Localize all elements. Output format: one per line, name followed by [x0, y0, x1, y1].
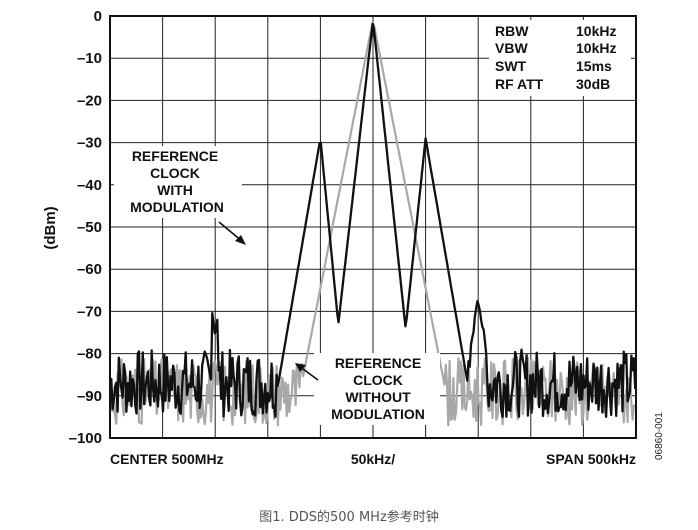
annotation-without-modulation: REFERENCE CLOCK WITHOUT MODULATION	[295, 353, 440, 425]
y-tick-label: 0	[94, 8, 102, 25]
y-tick-label: –20	[77, 92, 102, 109]
figure-caption: 图1. DDS的500 MHz参考时钟	[259, 510, 439, 525]
annotation-line: CLOCK	[150, 165, 200, 181]
x-left-label: CENTER 500MHz	[110, 451, 224, 467]
annotation-with-modulation: REFERENCE CLOCK WITH MODULATION	[114, 146, 246, 245]
annotation-line: CLOCK	[353, 372, 403, 388]
setting-label: RBW	[495, 23, 529, 39]
y-tick-label: –90	[77, 388, 102, 405]
setting-label: VBW	[495, 40, 528, 56]
setting-value: 10kHz	[576, 23, 616, 39]
y-tick-label: –80	[77, 346, 102, 363]
y-tick-label: –50	[77, 219, 102, 236]
annotation-line: MODULATION	[130, 199, 224, 215]
setting-value: 30dB	[576, 76, 610, 92]
y-tick-label: –30	[77, 135, 102, 152]
annotation-line: REFERENCE	[335, 355, 421, 371]
setting-value: 10kHz	[576, 40, 616, 56]
series-without-modulation	[108, 21, 636, 427]
y-tick-label: –60	[77, 261, 102, 278]
y-tick-label: –100	[69, 430, 102, 447]
annotation-line: REFERENCE	[132, 148, 218, 164]
x-center-label: 50kHz/	[351, 451, 395, 467]
y-axis-label: (dBm)	[42, 206, 59, 249]
y-tick-labels: 0 –10 –20 –30 –40 –50 –60 –70 –80 –90 –100	[69, 8, 102, 447]
y-tick-label: –70	[77, 303, 102, 320]
arrow-head-icon	[295, 363, 306, 372]
x-right-label: SPAN 500kHz	[546, 451, 636, 467]
annotation-line: WITHOUT	[345, 389, 411, 405]
plot-frame	[109, 15, 637, 439]
arrow-head-icon	[235, 235, 246, 245]
y-tick-label: –40	[77, 177, 102, 194]
series-with-modulation	[108, 22, 637, 419]
y-tick-label: –10	[77, 50, 102, 67]
setting-label: RF ATT	[495, 76, 544, 92]
figure-id: 06860-001	[654, 412, 665, 460]
annotation-line: MODULATION	[331, 406, 425, 422]
setting-value: 15ms	[576, 58, 612, 74]
settings-box: RBW 10kHz VBW 10kHz SWT 15ms RF ATT 30dB	[489, 20, 631, 96]
setting-label: SWT	[495, 58, 527, 74]
annotation-line: WITH	[157, 182, 193, 198]
spectrum-chart: 0 –10 –20 –30 –40 –50 –60 –70 –80 –90 –100 (dBm) C…	[42, 8, 665, 467]
